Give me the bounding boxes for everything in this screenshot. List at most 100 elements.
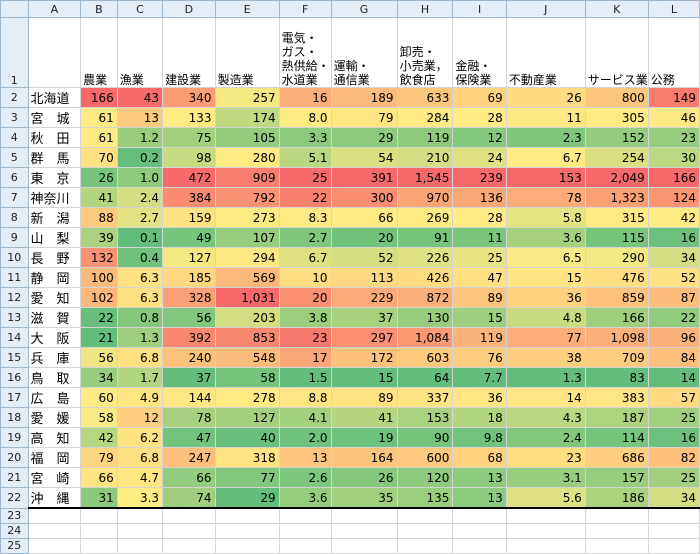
value-cell[interactable]: 34 [80, 367, 118, 388]
value-cell[interactable]: 280 [214, 147, 280, 168]
empty-cell[interactable] [162, 522, 216, 539]
value-cell[interactable]: 5.6 [505, 487, 586, 509]
industry-header[interactable]: 電気・ ガス・ 熱供給・ 水道業 [278, 17, 332, 88]
empty-cell[interactable] [80, 522, 118, 539]
value-cell[interactable]: 254 [584, 147, 649, 168]
value-cell[interactable]: 0.4 [116, 247, 164, 268]
value-cell[interactable]: 57 [647, 387, 700, 408]
value-cell[interactable]: 13 [452, 467, 507, 488]
value-cell[interactable]: 16 [278, 87, 332, 108]
value-cell[interactable]: 290 [584, 247, 649, 268]
value-cell[interactable]: 75 [162, 127, 216, 148]
industry-header[interactable]: 建設業 [162, 17, 216, 88]
value-cell[interactable]: 2.0 [278, 427, 332, 448]
value-cell[interactable]: 548 [214, 347, 280, 368]
value-cell[interactable]: 1.0 [116, 167, 164, 188]
column-header-a[interactable]: A [27, 0, 82, 18]
row-number[interactable]: 3 [0, 107, 29, 128]
prefecture-cell[interactable]: 神奈川 [27, 187, 82, 208]
value-cell[interactable]: 24 [452, 147, 507, 168]
value-cell[interactable]: 337 [396, 387, 454, 408]
prefecture-cell[interactable]: 静 岡 [27, 267, 82, 288]
value-cell[interactable]: 172 [330, 347, 398, 368]
column-header-d[interactable]: D [162, 0, 216, 18]
value-cell[interactable]: 61 [80, 107, 118, 128]
value-cell[interactable]: 4.1 [278, 407, 332, 428]
column-header-j[interactable]: J [505, 0, 586, 18]
value-cell[interactable]: 36 [452, 387, 507, 408]
row-number[interactable]: 4 [0, 127, 29, 148]
value-cell[interactable]: 28 [452, 207, 507, 228]
value-cell[interactable]: 35 [330, 487, 398, 509]
column-header-b[interactable]: B [80, 0, 118, 18]
value-cell[interactable]: 305 [584, 107, 649, 128]
value-cell[interactable]: 20 [278, 287, 332, 308]
value-cell[interactable]: 318 [214, 447, 280, 468]
value-cell[interactable]: 909 [214, 167, 280, 188]
value-cell[interactable]: 90 [396, 427, 454, 448]
value-cell[interactable]: 25 [278, 167, 332, 188]
value-cell[interactable]: 257 [214, 87, 280, 108]
industry-header[interactable]: 不動産業 [505, 17, 586, 88]
value-cell[interactable]: 149 [647, 87, 700, 108]
value-cell[interactable]: 166 [80, 87, 118, 108]
value-cell[interactable]: 54 [330, 147, 398, 168]
value-cell[interactable]: 5.8 [505, 207, 586, 228]
value-cell[interactable]: 426 [396, 267, 454, 288]
value-cell[interactable]: 226 [396, 247, 454, 268]
value-cell[interactable]: 3.6 [278, 487, 332, 509]
cell-a1[interactable] [27, 17, 82, 88]
value-cell[interactable]: 114 [584, 427, 649, 448]
value-cell[interactable]: 29 [214, 487, 280, 509]
value-cell[interactable]: 10 [278, 267, 332, 288]
row-number[interactable]: 7 [0, 187, 29, 208]
value-cell[interactable]: 136 [452, 187, 507, 208]
empty-cell[interactable] [330, 507, 398, 524]
value-cell[interactable]: 23 [278, 327, 332, 348]
value-cell[interactable]: 13 [278, 447, 332, 468]
column-header-e[interactable]: E [214, 0, 280, 18]
value-cell[interactable]: 36 [505, 287, 586, 308]
value-cell[interactable]: 52 [647, 267, 700, 288]
value-cell[interactable]: 87 [647, 287, 700, 308]
empty-cell[interactable] [80, 537, 118, 554]
value-cell[interactable]: 42 [80, 427, 118, 448]
value-cell[interactable]: 5.1 [278, 147, 332, 168]
prefecture-cell[interactable]: 福 岡 [27, 447, 82, 468]
value-cell[interactable]: 6.7 [278, 247, 332, 268]
value-cell[interactable]: 25 [647, 407, 700, 428]
empty-cell[interactable] [505, 522, 586, 539]
value-cell[interactable]: 3.6 [505, 227, 586, 248]
value-cell[interactable]: 144 [162, 387, 216, 408]
value-cell[interactable]: 127 [162, 247, 216, 268]
value-cell[interactable]: 239 [452, 167, 507, 188]
value-cell[interactable]: 6.2 [116, 427, 164, 448]
value-cell[interactable]: 132 [80, 247, 118, 268]
value-cell[interactable]: 284 [396, 107, 454, 128]
value-cell[interactable]: 82 [647, 447, 700, 468]
prefecture-cell[interactable]: 長 野 [27, 247, 82, 268]
row-number[interactable]: 16 [0, 367, 29, 388]
empty-cell[interactable] [647, 507, 700, 524]
value-cell[interactable]: 127 [214, 407, 280, 428]
value-cell[interactable]: 22 [647, 307, 700, 328]
industry-header[interactable]: 公務 [647, 17, 700, 88]
value-cell[interactable]: 37 [330, 307, 398, 328]
value-cell[interactable]: 23 [647, 127, 700, 148]
column-header-i[interactable]: I [452, 0, 507, 18]
value-cell[interactable]: 3.8 [278, 307, 332, 328]
value-cell[interactable]: 2.4 [116, 187, 164, 208]
value-cell[interactable]: 269 [396, 207, 454, 228]
value-cell[interactable]: 69 [452, 87, 507, 108]
empty-cell[interactable] [27, 507, 82, 524]
value-cell[interactable]: 77 [505, 327, 586, 348]
value-cell[interactable]: 25 [452, 247, 507, 268]
prefecture-cell[interactable]: 群 馬 [27, 147, 82, 168]
row-number[interactable]: 19 [0, 427, 29, 448]
value-cell[interactable]: 153 [505, 167, 586, 188]
value-cell[interactable]: 29 [330, 127, 398, 148]
empty-cell[interactable] [278, 522, 332, 539]
value-cell[interactable]: 25 [647, 467, 700, 488]
value-cell[interactable]: 6.8 [116, 347, 164, 368]
